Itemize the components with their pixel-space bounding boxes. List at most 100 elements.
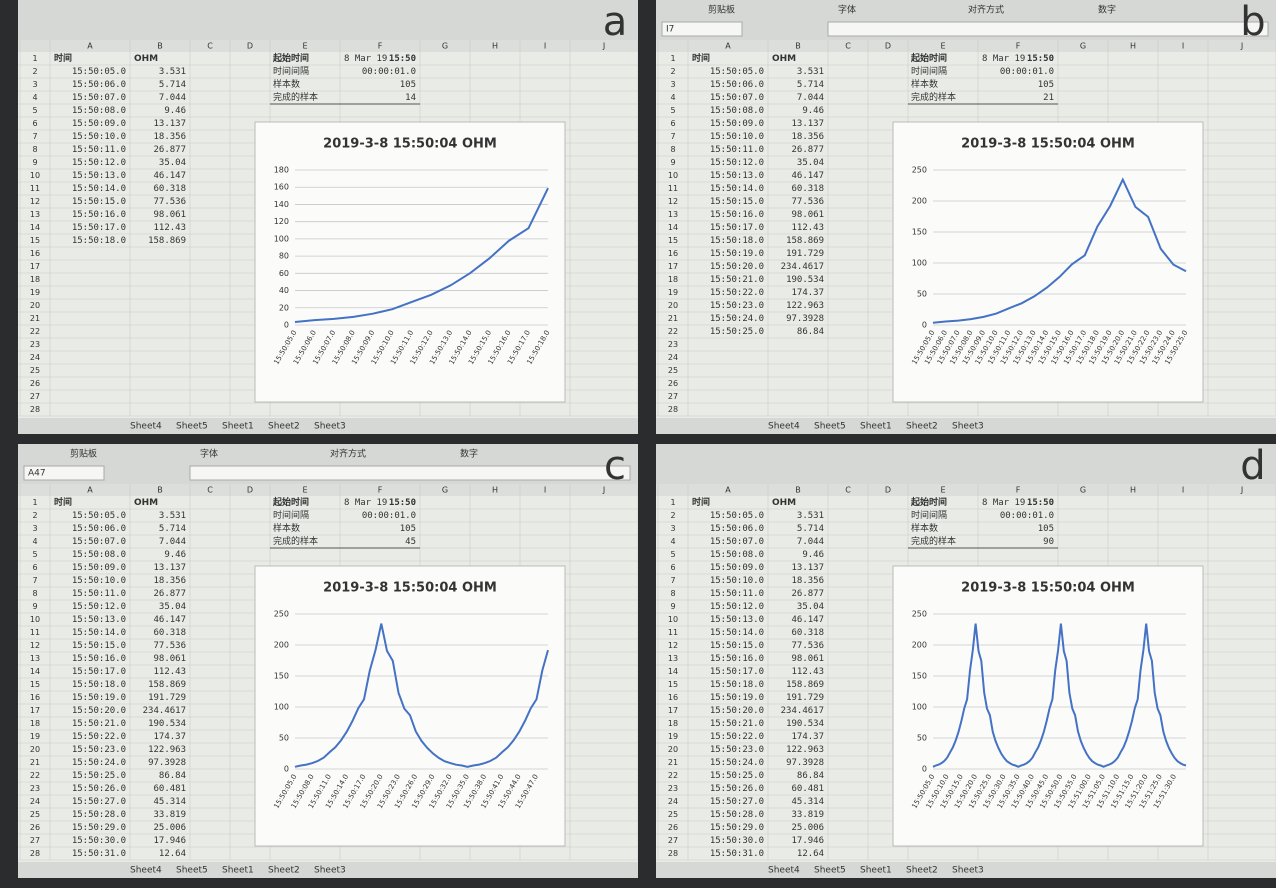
- row-number: 25: [30, 366, 40, 375]
- sheet-tab[interactable]: Sheet4: [768, 866, 800, 876]
- start-date: 8 Mar 19: [982, 54, 1025, 64]
- ohm-cell: 13.137: [153, 119, 186, 129]
- ohm-cell: 13.137: [791, 119, 824, 129]
- info-label: 完成的样本: [273, 91, 318, 103]
- left-edge: [638, 444, 656, 888]
- sheet-tab[interactable]: Sheet3: [314, 422, 346, 432]
- ribbon-group-label: 数字: [460, 448, 478, 460]
- sheet-tab[interactable]: Sheet4: [130, 422, 162, 432]
- time-cell: 15:50:12.0: [710, 602, 764, 612]
- row-number: 21: [668, 314, 678, 323]
- sheet-tab[interactable]: Sheet3: [952, 422, 984, 432]
- time-cell: 15:50:09.0: [72, 563, 126, 573]
- sheet-tab[interactable]: Sheet2: [268, 866, 300, 876]
- ohm-cell: 122.963: [148, 745, 186, 755]
- row-number: 19: [30, 288, 40, 297]
- column-header: C: [845, 42, 851, 51]
- ohm-cell: 112.43: [153, 223, 186, 233]
- ohm-cell: 97.3928: [786, 758, 824, 768]
- column-header: J: [1240, 42, 1243, 51]
- sheet-tab[interactable]: Sheet4: [130, 866, 162, 876]
- ohm-cell: 5.714: [797, 524, 824, 534]
- sheet-tab[interactable]: Sheet5: [814, 866, 846, 876]
- ohm-cell: 60.318: [791, 184, 824, 194]
- row-number: 8: [670, 145, 675, 154]
- ohm-cell: 60.481: [791, 784, 824, 794]
- sheet-tab[interactable]: Sheet1: [222, 866, 254, 876]
- ohm-cell: 60.318: [153, 184, 186, 194]
- time-cell: 15:50:06.0: [710, 80, 764, 90]
- row-number: 25: [668, 366, 678, 375]
- row-number: 3: [670, 524, 675, 533]
- ohm-cell: 60.481: [153, 784, 186, 794]
- row-number: 15: [30, 236, 40, 245]
- table-header: OHM: [772, 498, 796, 508]
- time-cell: 15:50:23.0: [710, 301, 764, 311]
- column-header: C: [207, 486, 213, 495]
- sheet-tab[interactable]: Sheet1: [860, 866, 892, 876]
- ohm-cell: 60.318: [791, 628, 824, 638]
- ohm-cell: 35.04: [797, 158, 824, 168]
- sheet-tab[interactable]: Sheet5: [176, 422, 208, 432]
- tab-bar: [656, 862, 1276, 878]
- sheet-tab[interactable]: Sheet3: [952, 866, 984, 876]
- row-number: 15: [30, 680, 40, 689]
- row-number: 26: [30, 823, 40, 832]
- formula-bar: [827, 21, 1269, 37]
- top-strip: [656, 444, 1276, 484]
- time-cell: 15:50:28.0: [72, 810, 126, 820]
- time-cell: 15:50:11.0: [72, 145, 126, 155]
- info-label: 起始时间: [910, 52, 947, 64]
- ohm-cell: 98.061: [791, 210, 824, 220]
- sheet-tab[interactable]: Sheet5: [814, 422, 846, 432]
- ohm-cell: 86.84: [159, 771, 186, 781]
- ohm-cell: 174.37: [791, 288, 824, 298]
- column-header: J: [602, 42, 605, 51]
- time-cell: 15:50:25.0: [72, 771, 126, 781]
- time-cell: 15:50:11.0: [710, 589, 764, 599]
- time-cell: 15:50:25.0: [710, 327, 764, 337]
- time-cell: 15:50:15.0: [72, 641, 126, 651]
- time-cell: 15:50:08.0: [710, 550, 764, 560]
- sheet-tab[interactable]: Sheet3: [314, 866, 346, 876]
- row-number: 17: [30, 262, 40, 271]
- sheet-tab[interactable]: Sheet2: [268, 422, 300, 432]
- column-header: I: [544, 42, 546, 51]
- time-cell: 15:50:20.0: [72, 706, 126, 716]
- ohm-cell: 97.3928: [786, 314, 824, 324]
- info-value: 105: [1038, 80, 1054, 90]
- row-number: 4: [670, 93, 675, 102]
- info-label: 完成的样本: [911, 535, 956, 547]
- ohm-cell: 12.64: [159, 849, 186, 859]
- row-number: 22: [668, 771, 678, 780]
- sheet-tab[interactable]: Sheet5: [176, 866, 208, 876]
- row-number: 1: [670, 54, 675, 63]
- time-cell: 15:50:16.0: [72, 210, 126, 220]
- sheet-tab[interactable]: Sheet2: [906, 422, 938, 432]
- time-cell: 15:50:22.0: [710, 288, 764, 298]
- sheet-tab[interactable]: Sheet1: [222, 422, 254, 432]
- column-header-row: [18, 484, 638, 496]
- y-tick-label: 100: [274, 234, 289, 243]
- ohm-cell: 9.46: [164, 106, 186, 116]
- start-date: 8 Mar 19: [982, 498, 1025, 508]
- table-header: 时间: [692, 52, 710, 64]
- ohm-cell: 9.46: [802, 106, 824, 116]
- column-header: G: [1080, 486, 1086, 495]
- row-number: 3: [670, 80, 675, 89]
- sheet-tab[interactable]: Sheet2: [906, 866, 938, 876]
- info-label: 起始时间: [272, 496, 309, 508]
- time-cell: 15:50:26.0: [710, 784, 764, 794]
- ohm-cell: 46.147: [791, 171, 824, 181]
- time-cell: 15:50:19.0: [710, 693, 764, 703]
- column-header: H: [492, 486, 498, 495]
- y-tick-label: 120: [274, 217, 289, 226]
- sheet-tab[interactable]: Sheet4: [768, 422, 800, 432]
- sheet-tab[interactable]: Sheet1: [860, 422, 892, 432]
- ohm-cell: 35.04: [159, 158, 186, 168]
- row-number: 1: [32, 498, 37, 507]
- ohm-cell: 190.534: [786, 275, 824, 285]
- row-number: 13: [30, 210, 40, 219]
